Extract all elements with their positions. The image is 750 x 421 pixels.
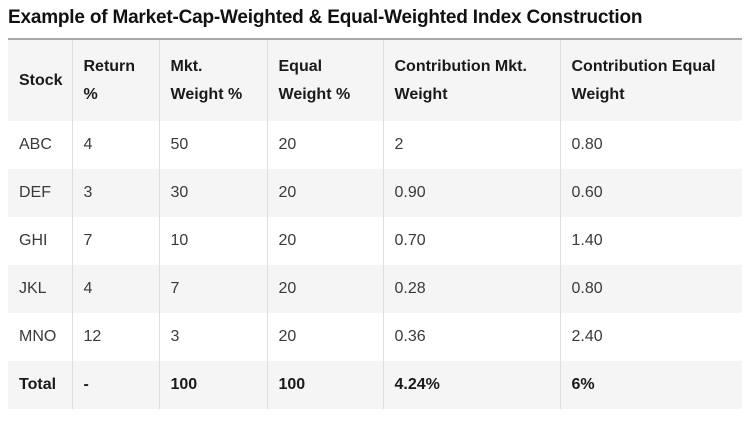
cell-contribution-equal-weight: 0.80: [559, 121, 742, 169]
cell-contribution-mkt-weight: 0.90: [382, 169, 560, 217]
cell-contribution-equal-weight: 0.80: [559, 265, 742, 313]
cell-contribution-mkt-weight: 4.24%: [382, 361, 560, 409]
table-row: JKL 4 7 20 0.28 0.80: [8, 265, 742, 313]
column-header-equal-weight-pct: Equal Weight %: [266, 39, 383, 121]
cell-return-pct: 4: [71, 121, 159, 169]
column-header-mkt-weight-pct: Mkt. Weight %: [158, 39, 267, 121]
figure-title: Example of Market-Cap-Weighted & Equal-W…: [8, 7, 643, 28]
column-header-contribution-equal-weight: Contribution Equal Weight: [559, 39, 742, 121]
table-row: ABC 4 50 20 2 0.80: [8, 121, 742, 169]
cell-equal-weight-pct: 20: [266, 121, 383, 169]
cell-contribution-mkt-weight: 0.28: [382, 265, 560, 313]
cell-contribution-mkt-weight: 0.70: [382, 217, 560, 265]
index-construction-table: Stock Return % Mkt. Weight % Equal Weight %…: [8, 38, 742, 409]
cell-equal-weight-pct: 20: [266, 265, 383, 313]
cell-contribution-equal-weight: 0.60: [559, 169, 742, 217]
cell-mkt-weight-pct: 3: [158, 313, 267, 361]
cell-return-pct: 4: [71, 265, 159, 313]
table-row: DEF 3 30 20 0.90 0.60: [8, 169, 742, 217]
cell-stock: ABC: [19, 136, 52, 153]
table-row: GHI 7 10 20 0.70 1.40: [8, 217, 742, 265]
cell-mkt-weight-pct: 10: [158, 217, 267, 265]
cell-mkt-weight-pct: 50: [158, 121, 267, 169]
cell-contribution-equal-weight: 1.40: [559, 217, 742, 265]
cell-stock: MNO: [19, 328, 57, 345]
cell-equal-weight-pct: 20: [266, 313, 383, 361]
cell-return-pct: 12: [71, 313, 159, 361]
cell-mkt-weight-pct: 7: [158, 265, 267, 313]
cell-stock: JKL: [8, 265, 72, 313]
cell-contribution-mkt-weight: 0.36: [382, 313, 560, 361]
table-row: MNO 12 3 20 0.36 2.40: [8, 313, 742, 361]
table-header-row: Stock Return % Mkt. Weight % Equal Weight %…: [8, 39, 742, 121]
table-body: ABC 4 50 20 2 0.80 DEF 3 30 20 0.90 0.60 GHI 7 10 20 0.7…: [8, 121, 742, 409]
cell-equal-weight-pct: 100: [266, 361, 383, 409]
cell-equal-weight-pct: 20: [266, 169, 383, 217]
table-row-total: Total -100 100 4.24% 6%: [8, 361, 742, 409]
article-figure: Example of Market-Cap-Weighted & Equal-W…: [8, 7, 742, 409]
cell-return-pct: 3: [71, 169, 159, 217]
cell-return-pct: 7: [71, 217, 159, 265]
cell-contribution-mkt-weight: 2: [382, 121, 560, 169]
table-header: Stock Return % Mkt. Weight % Equal Weight %…: [8, 39, 742, 121]
cell-equal-weight-pct: 20: [266, 217, 383, 265]
cell-stock: DEF: [8, 169, 72, 217]
cell-stock: GHI: [19, 232, 48, 249]
column-header-return-pct: Return %: [71, 39, 159, 121]
column-header-stock: Stock: [8, 39, 72, 121]
cell-mkt-weight-pct: 100: [158, 361, 267, 409]
cell-stock: Total: [8, 361, 72, 409]
cell-contribution-equal-weight: 6%: [559, 361, 742, 409]
cell-mkt-weight-pct: 30: [158, 169, 267, 217]
cell-return-pct: -: [71, 361, 159, 409]
cell-contribution-equal-weight: 2.40: [559, 313, 742, 361]
column-header-contribution-mkt-weight: Contribution Mkt. Weight: [382, 39, 560, 121]
